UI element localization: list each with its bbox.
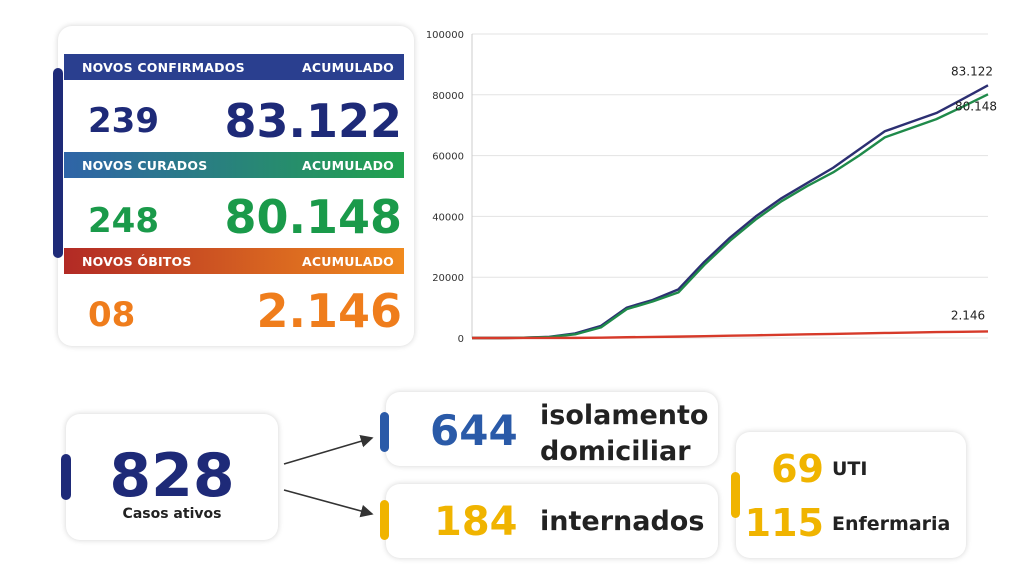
ward-label: Enfermaria: [832, 513, 951, 535]
confirmed-acc-label: ACUMULADO: [301, 59, 394, 75]
recovered-header: NOVOS CURADOS ACUMULADO: [64, 152, 404, 178]
recovered-acc-label: ACUMULADO: [301, 157, 394, 173]
confirmed-acc-value: 83.122: [224, 94, 402, 148]
isolation-label-line1: isolamento: [540, 400, 709, 431]
series-end-label: 83.122: [951, 64, 993, 78]
active-cases-label: Casos ativos: [122, 506, 222, 522]
series-line-0: [472, 84, 989, 340]
y-tick-label: 60000: [432, 152, 464, 163]
y-tick-label: 40000: [432, 212, 464, 223]
deaths-header: NOVOS ÓBITOS ACUMULADO: [64, 248, 404, 274]
hospital-breakdown-card: [736, 432, 966, 558]
y-tick-label: 80000: [432, 91, 464, 102]
confirmed-new-label: NOVOS CONFIRMADOS: [82, 59, 245, 75]
y-tick-label: 20000: [432, 273, 464, 284]
y-tick-label: 100000: [426, 30, 464, 41]
hospitalized-value: 184: [434, 499, 518, 545]
series-line-1: [472, 93, 989, 340]
summary-accent-bar: [53, 68, 63, 258]
flow-arrows: [283, 435, 374, 518]
confirmed-new-value: 239: [88, 101, 159, 141]
hospitalized-label: internados: [540, 506, 705, 537]
uti-value: 69: [771, 447, 824, 491]
active-accent-bar: [61, 454, 71, 500]
series-line-2: [472, 330, 989, 340]
recovered-new-label: NOVOS CURADOS: [82, 157, 208, 173]
deaths-new-value: 08: [88, 295, 136, 335]
isolation-label-line2: domiciliar: [540, 436, 691, 467]
uti-label: UTI: [832, 458, 868, 480]
active-cases-value: 828: [109, 441, 235, 511]
confirmed-header: NOVOS CONFIRMADOS ACUMULADO: [64, 54, 404, 80]
arrow-to-isolation: [283, 435, 374, 465]
isolation-value: 644: [430, 406, 518, 455]
arrow-to-hospitalized: [283, 489, 374, 518]
isolation-accent-bar: [380, 412, 389, 452]
hospitalized-accent-bar: [380, 500, 389, 540]
recovered-new-value: 248: [88, 201, 159, 241]
series-end-label: 2.146: [951, 308, 985, 322]
y-tick-label: 0: [458, 334, 464, 345]
ward-value: 115: [744, 501, 824, 545]
hospitalized-card: [386, 484, 718, 558]
deaths-acc-value: 2.146: [256, 284, 402, 338]
deaths-acc-label: ACUMULADO: [301, 253, 394, 269]
deaths-new-label: NOVOS ÓBITOS: [82, 253, 192, 269]
breakdown-accent-bar: [731, 472, 740, 518]
recovered-acc-value: 80.148: [224, 190, 402, 244]
series-end-label: 80.148: [955, 99, 997, 113]
isolation-card: [386, 392, 718, 466]
cumulative-cases-chart: 0 20000 40000 60000 80000 100000 83.122 80.148 2…: [426, 30, 997, 345]
active-cases-card: [66, 414, 278, 540]
